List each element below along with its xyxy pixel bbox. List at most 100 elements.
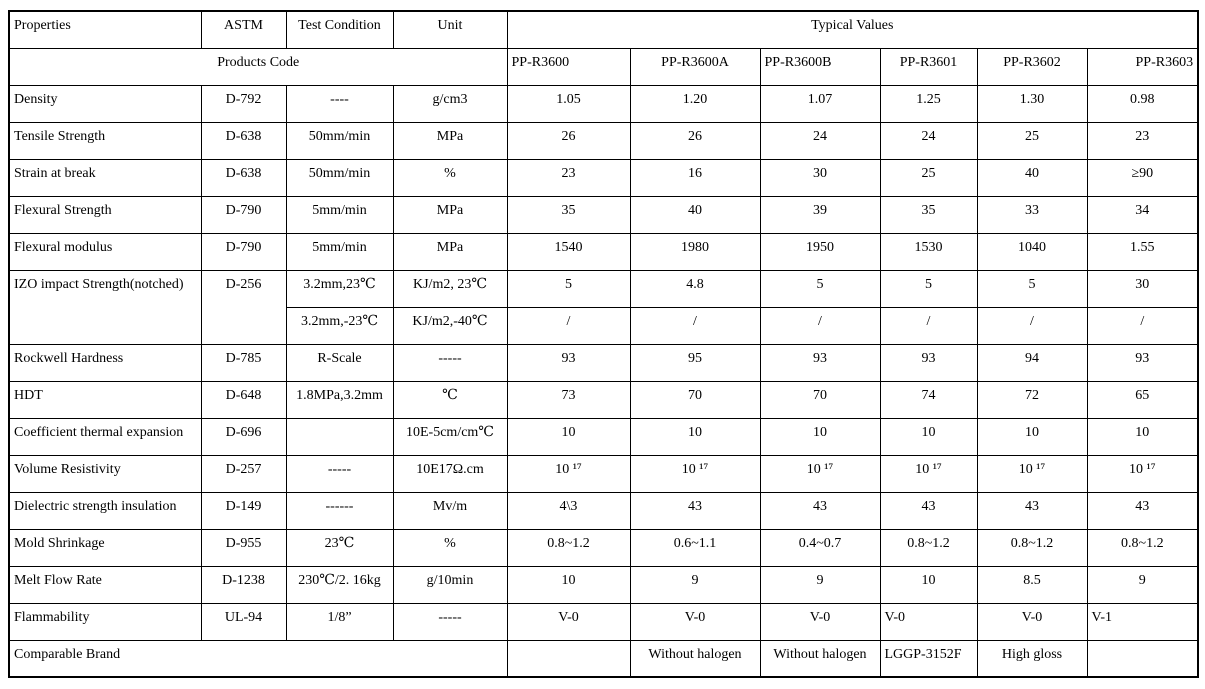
value-cell: 1040 — [976, 232, 1088, 271]
value-cell: 10 ¹⁷ — [1086, 454, 1199, 493]
value-cell: 35 — [879, 195, 978, 234]
unit-cell: MPa — [392, 232, 508, 271]
value-cell: 4\3 — [506, 491, 631, 530]
property-cell: Density — [8, 84, 202, 123]
astm-cell: D-256 — [200, 269, 287, 345]
property-cell: Flexural Strength — [8, 195, 202, 234]
value-cell: 1950 — [759, 232, 881, 271]
table-row: Melt Flow Rate D-1238 230℃/2. 16kg g/10min 1… — [8, 565, 1199, 604]
unit-cell: Mv/m — [392, 491, 508, 530]
value-cell: 5 — [976, 269, 1088, 308]
value-cell: 10 ¹⁷ — [629, 454, 761, 493]
product-code-cell: PP-R3602 — [976, 47, 1088, 86]
products-code-row: Products Code PP-R3600 PP-R3600A PP-R360… — [8, 47, 1199, 86]
table-row: Rockwell Hardness D-785 R-Scale ----- 93 95 93… — [8, 343, 1199, 382]
unit-cell: KJ/m2, 23℃ — [392, 269, 508, 308]
value-cell: 10 ¹⁷ — [976, 454, 1088, 493]
value-cell: 43 — [976, 491, 1088, 530]
value-cell: 10 ¹⁷ — [759, 454, 881, 493]
value-cell: 10 — [879, 417, 978, 456]
table-row: 3.2mm,-23℃ KJ/m2,-40℃ / / / / / / — [9, 306, 1199, 345]
condition-cell: 230℃/2. 16kg — [285, 565, 394, 604]
value-cell: LGGP-3152F — [879, 639, 978, 678]
astm-cell: D-955 — [200, 528, 287, 567]
value-cell: 34 — [1086, 195, 1199, 234]
value-cell: 10 — [879, 565, 978, 604]
astm-cell: D-257 — [200, 454, 287, 493]
condition-cell: ------ — [285, 491, 394, 530]
value-cell: 1530 — [879, 232, 978, 271]
value-cell: 73 — [506, 380, 631, 419]
value-cell: 23 — [506, 158, 631, 197]
value-cell: 40 — [629, 195, 761, 234]
spec-table-body: Properties ASTM Test Condition Unit Typi… — [8, 10, 1199, 678]
property-cell: Melt Flow Rate — [8, 565, 202, 604]
property-cell: Dielectric strength insulation — [8, 491, 202, 530]
value-cell: 0.6~1.1 — [629, 528, 761, 567]
product-code-cell: PP-R3600 — [506, 47, 631, 86]
value-cell: 40 — [976, 158, 1088, 197]
astm-cell: D-648 — [200, 380, 287, 419]
value-cell: 39 — [759, 195, 881, 234]
value-cell: 43 — [1086, 491, 1199, 530]
value-cell: 43 — [629, 491, 761, 530]
col-header-astm: ASTM — [200, 10, 287, 49]
value-cell: 70 — [759, 380, 881, 419]
condition-cell: 50mm/min — [285, 158, 394, 197]
value-cell: Without halogen — [759, 639, 881, 678]
value-cell: 0.8~1.2 — [879, 528, 978, 567]
unit-cell: ----- — [392, 602, 508, 641]
value-cell: 4.8 — [629, 269, 761, 308]
property-cell: Coefficient thermal expansion — [8, 417, 202, 456]
value-cell: V-0 — [879, 602, 978, 641]
value-cell: 5 — [759, 269, 881, 308]
condition-cell: ---- — [285, 84, 394, 123]
value-cell: 10 — [506, 417, 631, 456]
value-cell — [506, 639, 631, 678]
value-cell: 1.20 — [629, 84, 761, 123]
value-cell: 16 — [629, 158, 761, 197]
property-cell: Comparable Brand — [8, 639, 508, 678]
value-cell: 10 — [506, 565, 631, 604]
table-row: Comparable Brand Without halogen Without h… — [8, 639, 1199, 678]
astm-cell: D-792 — [200, 84, 287, 123]
value-cell: 0.98 — [1086, 84, 1199, 123]
value-cell: 74 — [879, 380, 978, 419]
spec-table: Properties ASTM Test Condition Unit Typi… — [8, 10, 1200, 678]
value-cell: / — [1086, 306, 1199, 345]
property-cell: HDT — [8, 380, 202, 419]
value-cell: 10 ¹⁷ — [506, 454, 631, 493]
value-cell: 25 — [976, 121, 1088, 160]
property-cell: Rockwell Hardness — [8, 343, 202, 382]
table-row: Flexural Strength D-790 5mm/min MPa 35 40 39 35… — [8, 195, 1199, 234]
condition-cell: 1.8MPa,3.2mm — [285, 380, 394, 419]
value-cell: 93 — [506, 343, 631, 382]
value-cell: 1.25 — [879, 84, 978, 123]
condition-cell: 23℃ — [285, 528, 394, 567]
value-cell: 23 — [1086, 121, 1199, 160]
condition-cell: 1/8” — [285, 602, 394, 641]
value-cell: 9 — [759, 565, 881, 604]
value-cell: V-0 — [976, 602, 1088, 641]
condition-cell: 3.2mm,23℃ — [285, 269, 394, 308]
value-cell: 94 — [976, 343, 1088, 382]
value-cell: 43 — [759, 491, 881, 530]
value-cell: 1.07 — [759, 84, 881, 123]
value-cell: V-1 — [1086, 602, 1199, 641]
table-row: Flammability UL-94 1/8” ----- V-0 V-0 V-0 V-0 V-… — [8, 602, 1199, 641]
product-code-cell: PP-R3600B — [759, 47, 881, 86]
value-cell: 5 — [879, 269, 978, 308]
unit-cell: 10E-5cm/cm℃ — [392, 417, 508, 456]
value-cell: 10 — [1086, 417, 1199, 456]
col-header-test-condition: Test Condition — [285, 10, 394, 49]
value-cell — [1086, 639, 1199, 678]
value-cell: 0.8~1.2 — [506, 528, 631, 567]
value-cell: 30 — [759, 158, 881, 197]
unit-cell: MPa — [392, 195, 508, 234]
value-cell: 10 — [629, 417, 761, 456]
value-cell: 10 — [976, 417, 1088, 456]
astm-cell: D-696 — [200, 417, 287, 456]
condition-cell — [285, 417, 394, 456]
value-cell: / — [879, 306, 978, 345]
